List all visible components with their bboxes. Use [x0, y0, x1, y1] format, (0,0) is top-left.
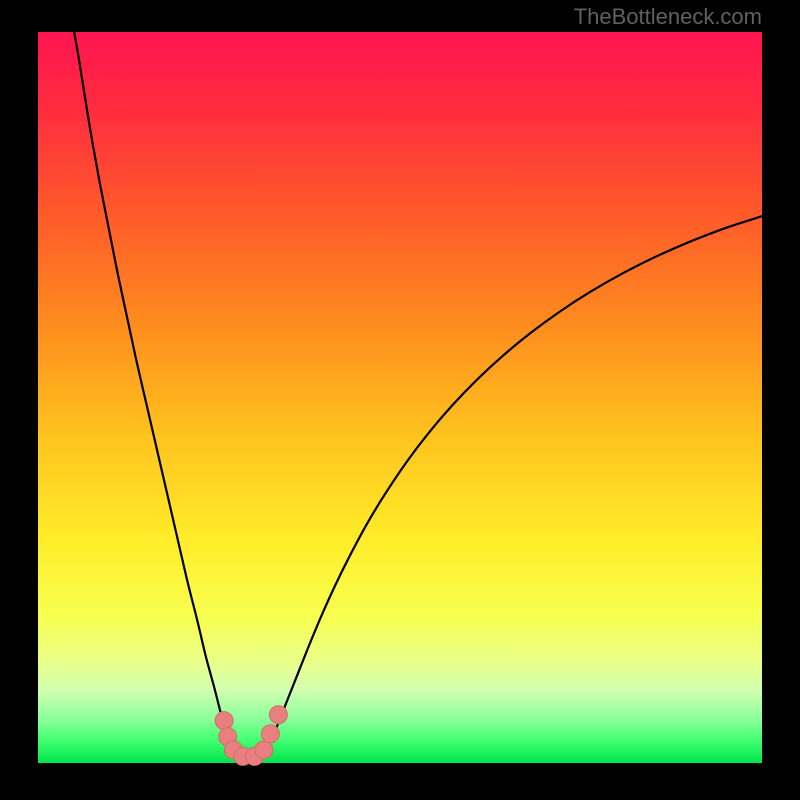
chart-plot-background [38, 32, 762, 763]
watermark-text: TheBottleneck.com [574, 4, 762, 30]
bottleneck-curve-chart [0, 0, 800, 800]
marker-dot [215, 712, 233, 730]
marker-dot [269, 706, 287, 724]
figure-container: TheBottleneck.com [0, 0, 800, 800]
marker-dot [255, 741, 273, 759]
marker-dot [261, 725, 279, 743]
